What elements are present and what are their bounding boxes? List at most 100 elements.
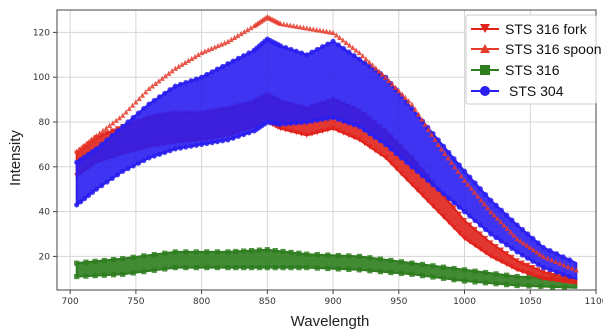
sts-316-spoon-point — [468, 185, 474, 191]
sts-316-spoon-point — [307, 25, 313, 32]
sts-316-spoon-point — [537, 251, 543, 257]
sts-304-point — [530, 258, 536, 264]
sts-316-point — [233, 248, 239, 255]
sts-316-point — [83, 259, 89, 265]
sts-316-fork-point — [560, 278, 566, 285]
sts-316-spoon-point — [458, 173, 464, 179]
sts-316-fork-point — [547, 270, 553, 277]
sts-316-spoon-point — [320, 28, 326, 34]
sts-316-spoon-point — [100, 127, 106, 133]
sts-316-spoon-point — [573, 267, 579, 273]
sts-316-spoon-point — [76, 146, 82, 152]
sts-304-point — [304, 119, 310, 125]
sts-316-spoon-point — [172, 65, 178, 71]
sts-316-spoon-point — [553, 258, 559, 265]
sts-316-fork-point — [519, 269, 525, 275]
sts-316-spoon-point — [419, 116, 425, 122]
y-tick-label: 40 — [39, 208, 51, 218]
legend-entry-sts-316-spoon: STS 316 spoon — [471, 41, 602, 57]
sts-304-point — [167, 87, 173, 93]
sts-316-spoon-point — [110, 120, 116, 126]
sts-316-spoon-point — [465, 181, 471, 187]
sts-316-fork-point — [440, 214, 447, 220]
sts-316-fork-point — [547, 277, 553, 283]
sts-304-point — [451, 156, 457, 162]
sts-304-point — [467, 213, 473, 219]
sts-316-spoon-point — [218, 41, 224, 47]
sts-316-spoon-point — [527, 244, 533, 251]
sts-316-point — [256, 247, 263, 253]
sts-316-spoon-point — [343, 39, 349, 46]
sts-316-spoon-point — [455, 168, 461, 174]
sts-304-point — [383, 141, 389, 147]
sts-316-fork-point — [419, 192, 426, 199]
square-icon — [480, 65, 490, 75]
sts-316-fork-point — [398, 171, 405, 177]
sts-304-point — [89, 148, 96, 155]
sts-316-spoon-point — [195, 51, 201, 58]
sts-304-point — [493, 202, 499, 208]
sts-304-point — [560, 271, 566, 277]
sts-304-point — [199, 141, 205, 147]
sts-304-point — [309, 49, 315, 55]
sts-316-point — [256, 265, 263, 271]
sts-304-point — [293, 120, 299, 126]
sts-316-point — [377, 269, 383, 275]
sts-304-point — [277, 121, 284, 127]
sts-304-point — [93, 146, 100, 152]
triangle-up-icon — [480, 44, 490, 53]
sts-304-point — [367, 131, 373, 137]
sts-316-fork-point — [372, 148, 378, 154]
sts-304-point — [220, 138, 226, 144]
series-sts-316 — [74, 247, 578, 290]
sts-316-spoon-point — [569, 265, 575, 271]
sts-304-point — [425, 177, 431, 183]
y-tick-label: 80 — [39, 118, 51, 128]
sts-316-point — [367, 255, 373, 261]
sts-316-spoon-point — [228, 36, 234, 42]
sts-316-spoon-point — [412, 106, 418, 112]
sts-316-spoon-point — [199, 49, 205, 56]
sts-304-point — [472, 217, 478, 224]
sts-316-spoon-point — [478, 197, 484, 203]
sts-316-spoon-point — [291, 23, 297, 29]
sts-316-spoon-point — [179, 61, 185, 67]
sts-316-spoon-point — [534, 249, 540, 255]
sts-304-point — [214, 139, 220, 145]
sts-316-fork-point — [535, 267, 541, 273]
legend-box — [465, 14, 597, 105]
sts-316-point — [526, 274, 532, 280]
sts-316-spoon-point — [222, 40, 228, 46]
sts-304-point — [225, 61, 231, 67]
sts-304-point — [530, 235, 536, 242]
sts-316-spoon-point — [235, 32, 241, 39]
sts-316-fork-point — [377, 151, 383, 157]
x-tick-label: 700 — [62, 297, 79, 307]
sts-316-spoon-point — [83, 140, 90, 146]
sts-316-spoon-point — [383, 74, 389, 80]
sts-316-fork-point — [514, 267, 520, 273]
sts-316-fork-point — [461, 217, 468, 224]
x-tick-label: 950 — [390, 297, 407, 307]
sts-316-point — [472, 268, 478, 274]
sts-304-point — [288, 120, 294, 126]
sts-316-spoon-point — [103, 125, 109, 131]
sts-316-spoon-point — [425, 126, 431, 132]
sts-316-fork-point — [488, 240, 494, 246]
sts-316-point — [335, 266, 341, 272]
sts-316-point — [110, 272, 117, 278]
sts-316-fork-point — [330, 126, 336, 132]
sts-316-fork-point — [567, 279, 573, 285]
sts-316-fork-point — [467, 222, 473, 228]
sts-304-point — [409, 164, 415, 170]
sts-316-fork-point — [540, 269, 547, 275]
sts-304-point — [309, 118, 315, 124]
sts-304-point — [467, 174, 473, 180]
sts-316-point — [398, 270, 405, 277]
sts-304-point — [141, 105, 147, 112]
sts-316-band — [75, 248, 578, 289]
sts-304-point — [209, 140, 215, 146]
sts-316-fork-point — [525, 270, 531, 277]
sts-304-point — [188, 143, 194, 149]
sts-316-spoon-point — [238, 30, 244, 37]
